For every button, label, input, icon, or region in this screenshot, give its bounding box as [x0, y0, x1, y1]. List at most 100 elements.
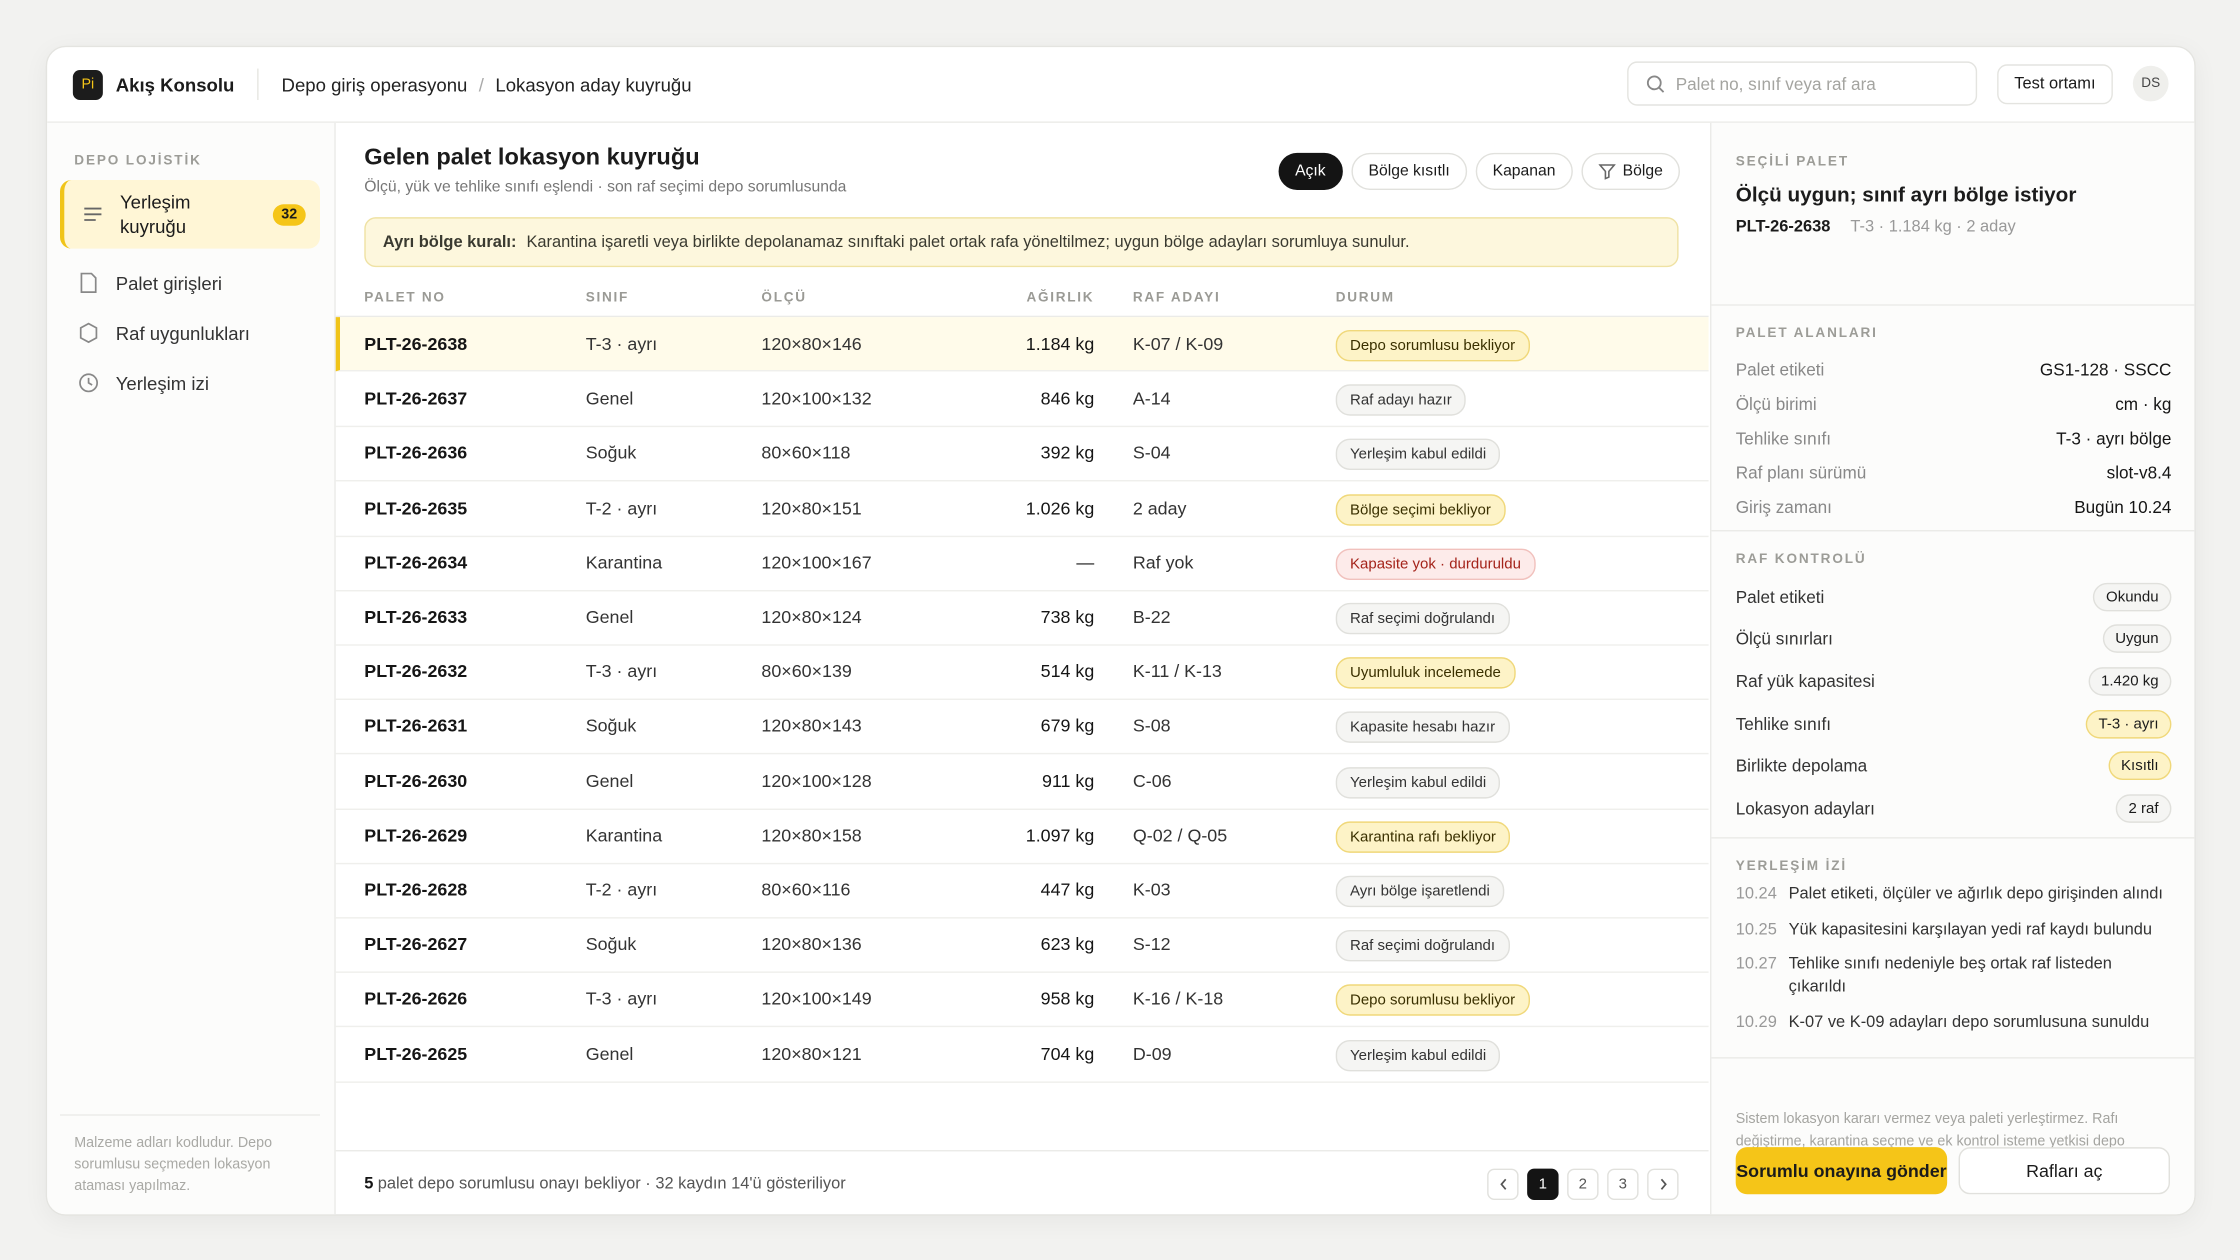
detail-id-line: PLT-26-2638 T-3 · 1.184 kg · 2 aday [1736, 219, 2172, 236]
field-row: Raf planı sürümü slot-v8.4 [1736, 456, 2172, 490]
field-value: slot-v8.4 [2106, 462, 2172, 483]
cell: 120×100×128 [761, 770, 872, 791]
filter-button[interactable]: Bölge [1581, 152, 1680, 190]
status-tag: Uyumluluk incelemede [1335, 657, 1516, 689]
table-row[interactable]: PLT-26-2627 Soğuk 120×80×136 623 kg S-12 Raf … [335, 917, 1709, 974]
column-header: RAF ADAYI [1132, 289, 1221, 306]
page-button[interactable]: 1 [1527, 1168, 1559, 1200]
table-row[interactable]: PLT-26-2629 Karantina 120×80×158 1.097 kg Q-… [335, 808, 1709, 864]
cell: Genel [585, 1043, 634, 1064]
nav-badge: 32 [272, 203, 306, 225]
trace-text: K-07 ve K-09 adayları depo sorumlusuna s… [1788, 1013, 2150, 1031]
page-prev[interactable] [1487, 1168, 1519, 1200]
nav-item[interactable]: Raf uygunlukları [60, 311, 320, 354]
field-row: Ölçü birimi cm · kg [1736, 387, 2172, 421]
cell: PLT-26-2627 [364, 934, 468, 955]
cell: 120×80×121 [761, 1043, 862, 1064]
cell: 958 kg [1040, 989, 1095, 1010]
check-label: Lokasyon adayları [1735, 798, 1875, 819]
section-label: PALET ALANLARI [1735, 325, 1878, 342]
column-header: PALET NO [364, 289, 446, 306]
table-row[interactable]: PLT-26-2631 Soğuk 120×80×143 679 kg S-08 Kapa… [335, 699, 1709, 755]
filter-button[interactable]: Bölge kısıtlı [1351, 152, 1467, 190]
status-tag: Yerleşim kabul edildi [1335, 766, 1501, 798]
cell: PLT-26-2630 [364, 770, 468, 791]
chevron-left [1499, 1178, 1506, 1190]
page-button[interactable]: 2 [1567, 1168, 1599, 1200]
breadcrumb-item[interactable]: Lokasyon aday kuyruğu [495, 73, 692, 95]
checks-section: RAF KONTROLÜ Palet etiketi Okundu Ölçü sını… [1711, 531, 2195, 839]
secondary-button[interactable]: Rafları aç [1958, 1147, 2170, 1195]
nav-item[interactable]: Yerleşim izi [60, 361, 320, 404]
breadcrumb-separator: / [478, 73, 484, 95]
environment-button[interactable]: Test ortamı [1997, 64, 2113, 105]
cell: PLT-26-2631 [364, 716, 468, 737]
page-next[interactable] [1647, 1168, 1679, 1200]
divider [257, 68, 259, 100]
table-footer: 5 palet depo sorumlusu onayı bekliyor · 3… [335, 1149, 1709, 1214]
table-row[interactable]: PLT-26-2630 Genel 120×100×128 911 kg C-06 Yer… [335, 754, 1709, 810]
check-chip: T-3 · ayrı [2085, 709, 2172, 738]
table-row[interactable]: PLT-26-2632 T-3 · ayrı 80×60×139 514 kg K-11… [335, 645, 1709, 701]
cell: 80×60×116 [761, 879, 851, 900]
user-avatar[interactable]: DS [2132, 65, 2169, 102]
filter-button[interactable]: Kapanan [1475, 152, 1573, 190]
panel-title: Gelen palet lokasyon kuyruğu [364, 144, 700, 170]
status-tag: Bölge seçimi bekliyor [1335, 493, 1506, 526]
cell: Genel [585, 770, 634, 791]
app-name: Akış Konsolu [115, 73, 235, 95]
table-row[interactable]: PLT-26-2634 Karantina 120×100×167 — Raf yok K… [335, 535, 1709, 592]
breadcrumb-item[interactable]: Depo giriş operasyonu [281, 73, 468, 95]
status-tag: Depo sorumlusu bekliyor [1335, 329, 1530, 362]
cell: K-11 / K-13 [1132, 661, 1222, 682]
cell: 1.026 kg [1025, 497, 1095, 518]
cell: K-07 / K-09 [1132, 334, 1224, 355]
cell: T-3 · ayrı [585, 334, 658, 355]
nav-label: Palet girişleri [115, 272, 223, 294]
cell: 514 kg [1040, 661, 1095, 682]
check-row: Raf yük kapasitesi 1.420 kg [1736, 660, 2172, 702]
check-chip: 1.420 kg [2088, 667, 2172, 696]
table-row[interactable]: PLT-26-2625 Genel 120×80×121 704 kg D-09 Yerl… [335, 1027, 1709, 1083]
table-row[interactable]: PLT-26-2635 T-2 · ayrı 120×80×151 1.026 kg 2… [335, 481, 1709, 537]
cell: A-14 [1132, 388, 1171, 409]
status-tag: Karantina rafı bekliyor [1335, 821, 1511, 853]
trace-text: Palet etiketi, ölçüler ve ağırlık depo g… [1788, 885, 2163, 903]
field-row: Palet etiketi GS1-128 · SSCC [1736, 353, 2172, 387]
filter-button[interactable]: Açık [1277, 152, 1343, 190]
table-row[interactable]: PLT-26-2636 Soğuk 80×60×118 392 kg S-04 Yerle… [335, 426, 1709, 482]
primary-button[interactable]: Sorumlu onayına gönder [1735, 1147, 1948, 1195]
trace-text: Yük kapasitesini karşılayan yedi raf kay… [1788, 920, 2153, 938]
rule-banner: Ayrı bölge kuralı: Karantina işaretli vey… [364, 217, 1679, 268]
table-row[interactable]: PLT-26-2638 T-3 · ayrı 120×80×146 1.184 kg K… [335, 317, 1709, 372]
filter-label: Bölge [1622, 162, 1663, 180]
cell: 1.184 kg [1025, 334, 1095, 355]
cell: 120×80×151 [761, 497, 862, 518]
cell: 2 aday [1132, 497, 1187, 518]
table-row[interactable]: PLT-26-2637 Genel 120×100×132 846 kg A-14 Raf… [335, 372, 1709, 428]
cell: Soğuk [585, 716, 637, 737]
cell: 392 kg [1040, 443, 1095, 464]
table-row[interactable]: PLT-26-2633 Genel 120×80×124 738 kg B-22 Raf … [335, 590, 1709, 646]
filter-label: Açık [1295, 162, 1326, 180]
nav-item[interactable]: Yerleşim kuyruğu 32 [59, 179, 320, 249]
nav-item[interactable]: Palet girişleri [60, 261, 320, 304]
page-button[interactable]: 3 [1607, 1168, 1639, 1200]
table-row[interactable]: PLT-26-2628 T-2 · ayrı 80×60×116 447 kg K-03… [335, 863, 1709, 919]
filter-label: Kapanan [1492, 162, 1556, 180]
cell: K-03 [1132, 879, 1171, 900]
cell: 1.097 kg [1025, 825, 1095, 846]
filter-icon [1598, 164, 1616, 180]
table-row[interactable]: PLT-26-2626 T-3 · ayrı 120×100×149 958 kg K-… [335, 972, 1709, 1028]
cell: Karantina [585, 825, 663, 846]
check-chip: Kısıtlı [2108, 751, 2172, 781]
check-label: Tehlike sınıfı [1735, 713, 1832, 734]
panel-subtitle: Ölçü, yük ve tehlike sınıfı eşlendi · so… [364, 178, 847, 196]
section-label: DEPO LOJİSTİK [74, 152, 202, 169]
check-row: Ölçü sınırları Uygun [1736, 618, 2172, 660]
cell: T-3 · ayrı [585, 989, 658, 1010]
search-box[interactable]: Palet no, sınıf veya raf ara [1627, 61, 1978, 106]
rule-text: Karantina işaretli veya birlikte depolan… [526, 233, 1410, 251]
